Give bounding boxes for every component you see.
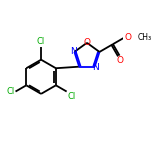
Text: N: N bbox=[92, 63, 98, 72]
Text: N: N bbox=[70, 47, 77, 56]
Text: O: O bbox=[116, 56, 123, 65]
Text: Cl: Cl bbox=[36, 38, 44, 47]
Text: O: O bbox=[124, 33, 131, 42]
Text: Cl: Cl bbox=[7, 87, 15, 96]
Text: O: O bbox=[84, 38, 91, 47]
Text: CH₃: CH₃ bbox=[138, 33, 152, 42]
Text: Cl: Cl bbox=[67, 92, 76, 101]
